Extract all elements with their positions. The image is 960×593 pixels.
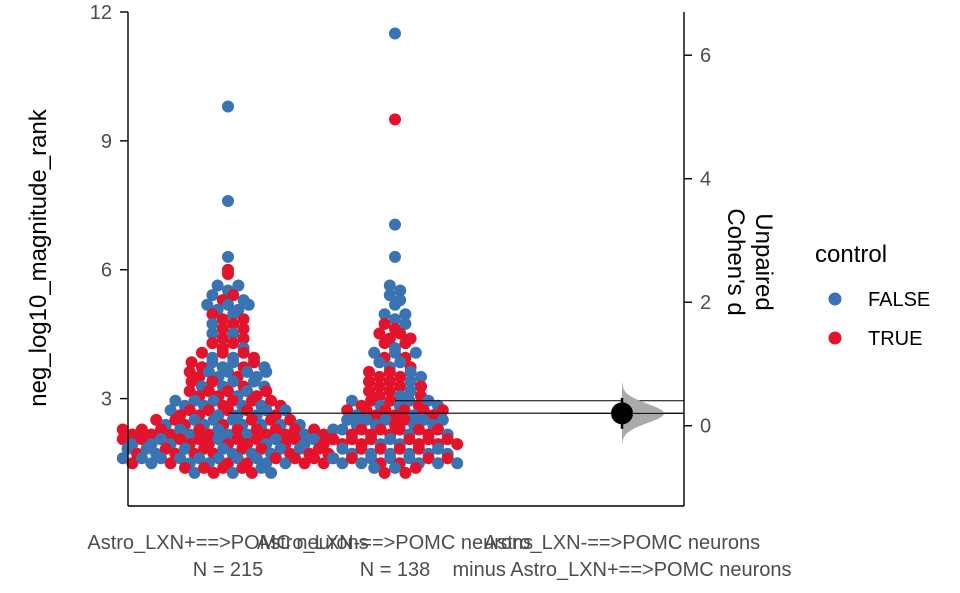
legend-marker-true bbox=[829, 332, 842, 345]
data-point bbox=[389, 251, 401, 263]
left-y-axis-title: neg_log10_magnitude_rank bbox=[25, 108, 52, 407]
data-point bbox=[379, 467, 391, 479]
effect-size-panel bbox=[560, 383, 684, 445]
data-point bbox=[248, 356, 260, 368]
data-point bbox=[227, 337, 239, 349]
data-point bbox=[389, 299, 401, 311]
data-point bbox=[206, 337, 218, 349]
data-point bbox=[394, 356, 406, 368]
legend: control FALSE TRUE bbox=[815, 241, 930, 350]
data-point bbox=[399, 467, 411, 479]
category-label-3: Astro_LXN-==>POMC neurons bbox=[484, 532, 760, 554]
data-point bbox=[222, 268, 234, 280]
data-point bbox=[243, 299, 255, 311]
data-point bbox=[217, 347, 229, 359]
category-n-1: N = 215 bbox=[193, 559, 264, 581]
left-y-tick-label: 3 bbox=[101, 389, 112, 411]
data-point bbox=[410, 462, 422, 474]
data-point bbox=[389, 113, 401, 125]
left-y-tick-label: 9 bbox=[101, 131, 112, 153]
category-n-2: N = 138 bbox=[360, 559, 431, 581]
data-point bbox=[389, 219, 401, 231]
data-point bbox=[222, 251, 234, 263]
left-y-tick-label: 6 bbox=[101, 260, 112, 282]
legend-label-false: FALSE bbox=[868, 289, 930, 311]
data-point bbox=[368, 462, 380, 474]
left-y-axis-ticks: 3 6 9 12 bbox=[90, 2, 128, 411]
swarm-points bbox=[117, 27, 463, 478]
data-point bbox=[260, 366, 272, 378]
data-point bbox=[451, 438, 463, 450]
data-point bbox=[379, 337, 391, 349]
right-y-tick-label: 2 bbox=[700, 292, 711, 314]
data-point bbox=[373, 356, 385, 368]
right-y-axis-title: Unpaired Cohen's d bbox=[722, 208, 777, 315]
right-y-tick-label: 6 bbox=[700, 45, 711, 67]
effect-size-estimate bbox=[611, 402, 633, 424]
data-point bbox=[451, 457, 463, 469]
legend-marker-false bbox=[829, 293, 842, 306]
estimation-plot: 3 6 9 12 neg_log10_magnitude_rank 0 2 4 6 Unpa… bbox=[0, 0, 960, 593]
data-point bbox=[389, 462, 401, 474]
legend-title: control bbox=[815, 241, 887, 268]
data-point bbox=[389, 27, 401, 39]
data-point bbox=[238, 347, 250, 359]
right-y-axis-title-line2: Cohen's d bbox=[722, 208, 749, 315]
data-point bbox=[196, 347, 208, 359]
data-point bbox=[222, 195, 234, 207]
right-y-axis-ticks: 0 2 4 6 bbox=[684, 45, 711, 438]
right-y-axis-title-line1: Unpaired bbox=[750, 213, 777, 310]
legend-label-true: TRUE bbox=[868, 328, 922, 350]
data-point bbox=[265, 467, 277, 479]
left-y-tick-label: 12 bbox=[90, 2, 112, 24]
right-y-tick-label: 0 bbox=[700, 416, 711, 438]
right-y-tick-label: 4 bbox=[700, 169, 711, 191]
data-point bbox=[399, 337, 411, 349]
data-point bbox=[410, 347, 422, 359]
category-label-3b: minus Astro_LXN+==>POMC neurons bbox=[452, 559, 791, 581]
data-point bbox=[222, 101, 234, 113]
data-point bbox=[248, 376, 260, 388]
